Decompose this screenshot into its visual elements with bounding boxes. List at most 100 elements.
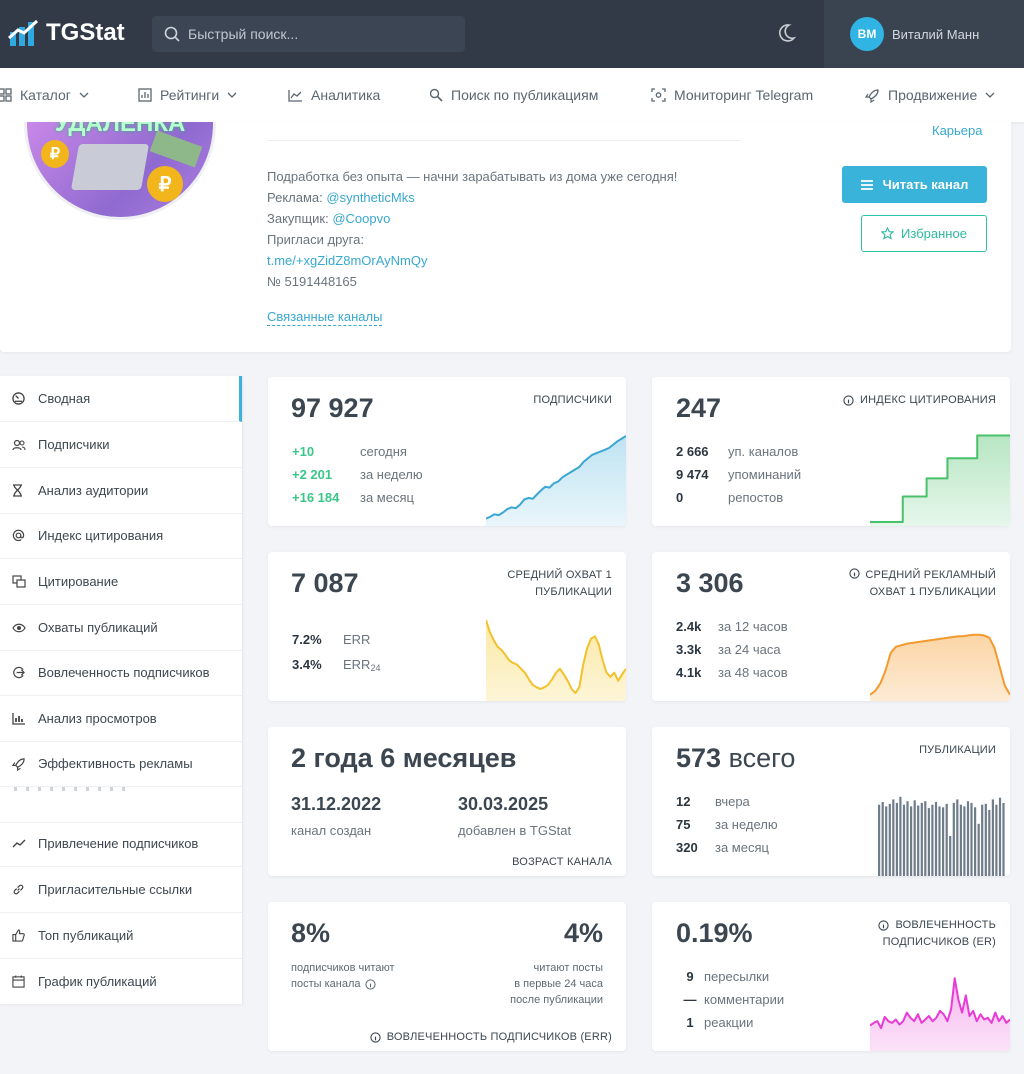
channel-age-title: ВОЗРАСТ КАНАЛА: [512, 856, 612, 868]
question-icon[interactable]: [370, 1032, 381, 1043]
question-icon[interactable]: [843, 395, 854, 406]
nav-monitoring[interactable]: Мониторинг Telegram: [651, 68, 813, 122]
chevron-down-icon: [79, 92, 89, 98]
app-name: TGStat: [46, 19, 125, 46]
nav-promotion[interactable]: Продвижение: [865, 68, 995, 122]
question-icon[interactable]: [849, 568, 860, 579]
invite-link[interactable]: t.me/+xgZidZ8mOrAyNmQy: [267, 253, 428, 268]
er-row: 1 реакции: [686, 1015, 754, 1030]
favorite-button[interactable]: Избранное: [861, 215, 987, 252]
sidebar-item-audience[interactable]: Анализ аудитории: [0, 468, 242, 514]
posts-bar: [878, 804, 881, 876]
posts-bar: [885, 806, 888, 876]
sidebar-item-citations[interactable]: Цитирование: [0, 559, 242, 605]
search-box[interactable]: [152, 16, 465, 52]
buyer-link[interactable]: @Coopvo: [332, 211, 391, 226]
sidebar-item-label: Эффективность рекламы: [38, 756, 193, 771]
search-input[interactable]: [188, 26, 448, 42]
nav-label: Аналитика: [311, 87, 381, 103]
posts-card[interactable]: 573 всего ПУБЛИКАЦИИ 12 вчера 75 за неделю…: [652, 727, 1010, 876]
posts-bar: [924, 801, 927, 876]
posts-bar: [910, 806, 913, 876]
sidebar-item-label: Подписчики: [38, 437, 110, 452]
posts-bar: [892, 799, 895, 876]
posts-title: ПУБЛИКАЦИИ: [919, 744, 996, 756]
posts-bar: [938, 806, 941, 876]
posts-bar: [981, 804, 984, 876]
ad-reach-row: 4.1k за 48 часов: [676, 665, 788, 680]
sidebar-item-label: Сводная: [38, 391, 91, 406]
citation-row: 2 666 уп. каналов: [676, 444, 799, 459]
subscribers-sparkline-line: [486, 435, 626, 520]
ads-label: Реклама:: [267, 190, 323, 205]
engagement-icon: [12, 666, 26, 679]
ad-reach-row: 2.4k за 12 часов: [676, 619, 788, 634]
sidebar-item-engagement[interactable]: Вовлеченность подписчиков: [0, 650, 242, 696]
divider: [267, 140, 741, 141]
err-value-24h: 4%: [563, 918, 603, 948]
nav-analytics[interactable]: Аналитика: [288, 68, 380, 122]
posts-bar: [995, 804, 998, 876]
citation-title: ИНДЕКС ЦИТИРОВАНИЯ: [843, 392, 996, 409]
sidebar-item-summary[interactable]: Сводная: [0, 376, 242, 422]
posts-bar: [927, 808, 930, 876]
posts-bar: [888, 803, 891, 876]
nav-post-search[interactable]: Поиск по публикациям: [429, 68, 598, 122]
sidebar-item-label: Анализ просмотров: [38, 711, 157, 726]
moon-icon[interactable]: [775, 22, 797, 44]
posts-bar: [913, 800, 916, 876]
err-card: 8% подписчиков читают посты канала 4% чит…: [268, 902, 626, 1051]
er-card[interactable]: 0.19% ВОВЛЕЧЕННОСТЬ ПОДПИСЧИКОВ (ER) 9 пер…: [652, 902, 1010, 1051]
posts-row: 75 за неделю: [676, 817, 778, 832]
logo[interactable]: TGStat: [8, 18, 125, 48]
chevron-down-icon: [985, 92, 995, 98]
channel-age-value: 2 года 6 месяцев: [291, 743, 517, 773]
user-menu[interactable]: ВМ Виталий Манн: [824, 0, 1024, 68]
reach-sparkline: [486, 619, 626, 701]
sidebar-item-invite-links[interactable]: Пригласительные ссылки: [0, 867, 242, 913]
channel-description: Подработка без опыта — начни зарабатыват…: [267, 166, 677, 292]
nav-label: Продвижение: [888, 87, 978, 103]
nav-label: Мониторинг Telegram: [674, 87, 814, 103]
reach-card[interactable]: 7 087 СРЕДНИЙ ОХВАТ 1 ПУБЛИКАЦИИ 7.2% ERR…: [268, 552, 626, 701]
sidebar-item-ad-efficiency[interactable]: Эффективность рекламы: [0, 741, 242, 787]
sidebar-item-views-analysis[interactable]: Анализ просмотров: [0, 696, 242, 742]
citation-index-card[interactable]: 247 ИНДЕКС ЦИТИРОВАНИЯ 2 666 уп. каналов …: [652, 377, 1010, 526]
channel-avatar: УДАЛЕНКА ₽ ₽: [24, 122, 216, 220]
hourglass-icon: [12, 484, 26, 497]
read-channel-button[interactable]: Читать канал: [842, 166, 987, 203]
posts-bar: [952, 802, 955, 876]
question-icon[interactable]: [878, 920, 890, 931]
sidebar-item-subscribers[interactable]: Подписчики: [0, 422, 242, 468]
sidebar-item-reach[interactable]: Охваты публикаций: [0, 605, 242, 651]
description-text: Подработка без опыта — начни зарабатыват…: [267, 169, 678, 184]
ads-link[interactable]: @syntheticMks: [326, 190, 415, 205]
sidebar-item-top-posts[interactable]: Топ публикаций: [0, 913, 242, 959]
sidebar-item-subscriber-growth[interactable]: Привлечение подписчиков: [0, 821, 242, 867]
reach-row: 7.2% ERR: [292, 632, 371, 647]
er-title: ВОВЛЕЧЕННОСТЬ ПОДПИСЧИКОВ (ER): [878, 917, 996, 951]
bar-chart-icon: [12, 712, 26, 725]
sidebar-item-citation-index[interactable]: Индекс цитирования: [0, 513, 242, 559]
er-row: 9 пересылки: [686, 969, 770, 984]
related-channels-link[interactable]: Связанные каналы: [267, 309, 383, 326]
nav-ratings[interactable]: Рейтинги: [138, 68, 237, 122]
sidebar-item-post-schedule[interactable]: График публикаций: [0, 958, 242, 1004]
posts-bar-chart: [878, 796, 1005, 876]
grid-icon: [0, 88, 12, 102]
citation-value: 247: [676, 393, 722, 423]
at-icon: [12, 529, 26, 542]
sidebar-item-label: Охваты публикаций: [38, 620, 158, 635]
question-icon[interactable]: [365, 978, 377, 990]
nav-catalog[interactable]: Каталог: [0, 68, 89, 122]
subscribers-card[interactable]: 97 927 ПОДПИСЧИКИ +10 сегодня +2 201 за не…: [268, 377, 626, 526]
posts-bar: [899, 796, 902, 876]
ad-reach-card[interactable]: 3 306 СРЕДНИЙ РЕКЛАМНЫЙ ОХВАТ 1 ПУБЛИКАЦ…: [652, 552, 1010, 701]
read-channel-label: Читать канал: [882, 177, 969, 192]
channel-avatar-title: УДАЛЕНКА: [54, 122, 186, 137]
list-icon: [860, 179, 873, 190]
er-sparkline-area: [870, 978, 1010, 1051]
channel-category[interactable]: Карьера: [932, 123, 983, 138]
thumbs-up-icon: [12, 929, 26, 942]
er-sparkline: [870, 977, 1010, 1051]
